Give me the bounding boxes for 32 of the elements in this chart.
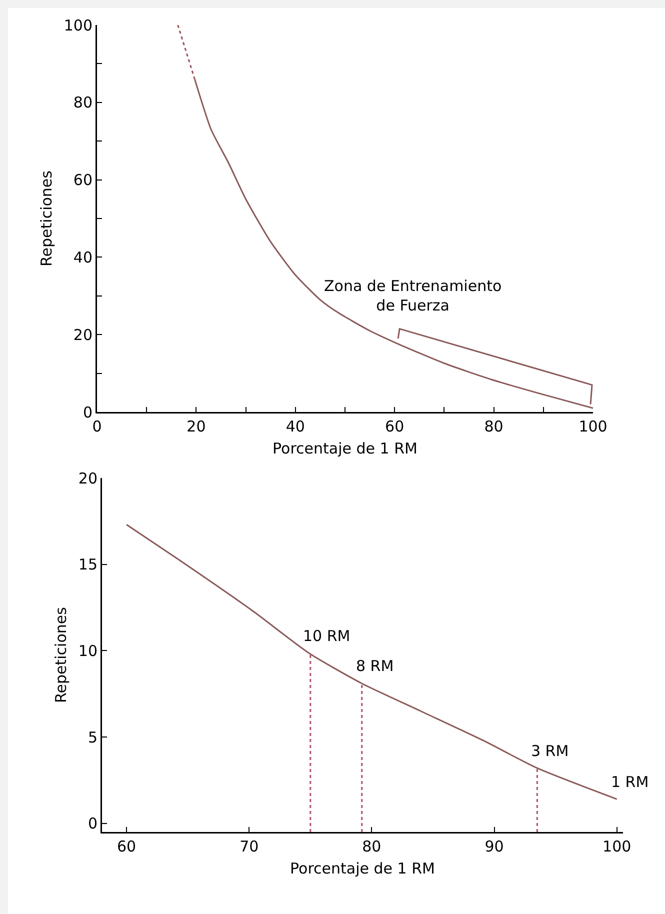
- x-tick-label: 100: [602, 838, 632, 856]
- annotation: 10 RM: [303, 627, 350, 645]
- x-tick-label: 100: [578, 418, 608, 436]
- y-tick-label: 0: [88, 814, 98, 833]
- y-axis-title: Repeticiones: [37, 170, 56, 266]
- annotation: 8 RM: [356, 657, 394, 675]
- annotation: 3 RM: [531, 742, 569, 760]
- x-tick-label: 40: [286, 418, 305, 436]
- x-tick-label: 80: [484, 418, 504, 436]
- x-tick-label: 20: [186, 418, 206, 436]
- y-tick-label: 20: [78, 469, 98, 488]
- line-series: [126, 524, 618, 800]
- y-axis-title: Repeticiones: [52, 606, 70, 703]
- x-axis-title: Porcentaje de 1 RM: [272, 439, 418, 458]
- x-tick-label: 60: [385, 418, 404, 436]
- line-series: [194, 78, 593, 409]
- annotation: 1 RM: [611, 773, 649, 791]
- y-tick-label: 20: [73, 326, 92, 344]
- x-tick-label: 60: [116, 838, 136, 856]
- y-tick-label: 5: [88, 728, 98, 746]
- y-tick-label: 60: [73, 171, 92, 190]
- y-tick-label: 80: [73, 94, 92, 112]
- x-tick-label: 90: [484, 838, 504, 856]
- y-tick-label: 10: [78, 642, 98, 660]
- y-tick-label: 15: [78, 556, 98, 574]
- y-tick-label: 40: [73, 248, 92, 266]
- x-axis-title: Porcentaje de 1 RM: [290, 859, 435, 878]
- x-tick-label: 80: [362, 838, 382, 856]
- y-tick-label: 100: [64, 16, 92, 34]
- annotation: Zona de Entrenamiento de Fuerza: [324, 277, 502, 314]
- y-tick-label: 0: [82, 403, 92, 422]
- x-tick-label: 70: [240, 838, 259, 856]
